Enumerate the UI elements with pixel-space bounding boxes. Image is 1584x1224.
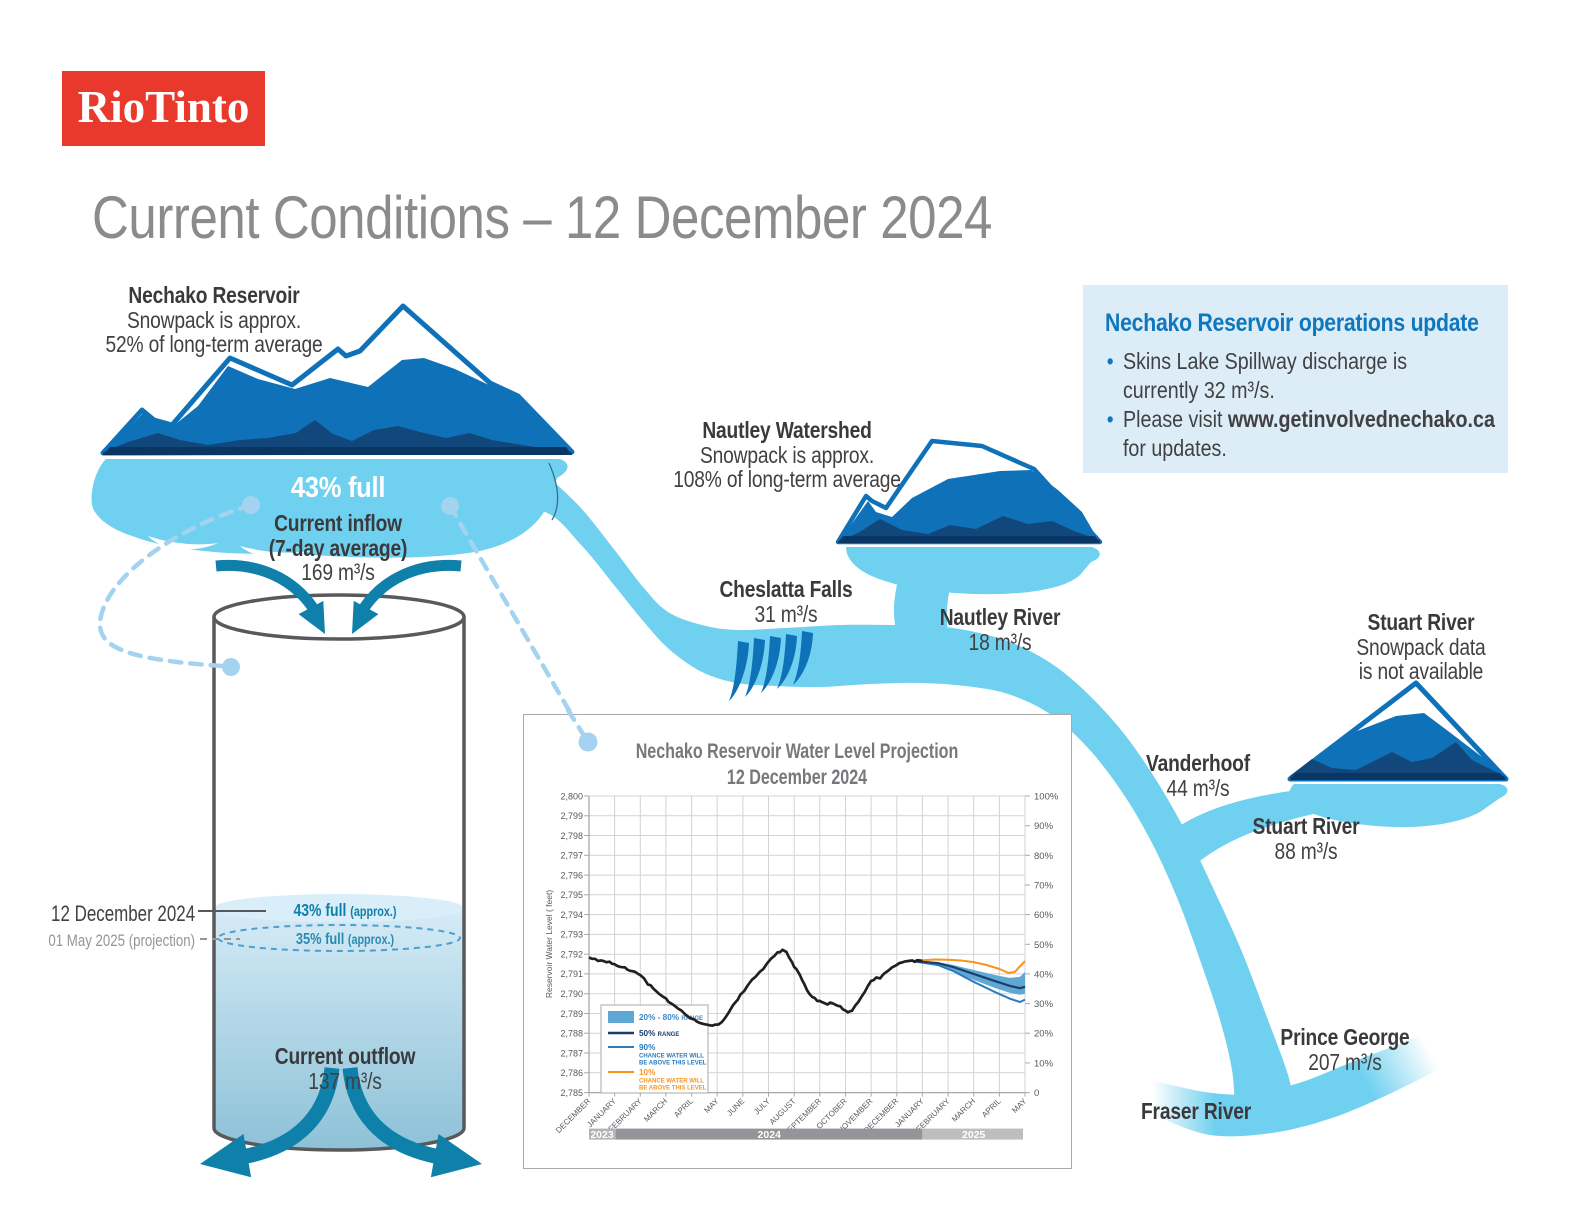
svg-text:DECEMBER: DECEMBER	[554, 1096, 593, 1135]
svg-text:JULY: JULY	[752, 1096, 772, 1116]
svg-text:40%: 40%	[1034, 969, 1054, 980]
svg-text:MAY: MAY	[702, 1096, 721, 1115]
svg-text:30%: 30%	[1034, 999, 1054, 1010]
svg-text:APRIL: APRIL	[980, 1096, 1003, 1119]
svg-text:2,786: 2,786	[560, 1068, 583, 1078]
svg-text:MAY: MAY	[1010, 1096, 1029, 1115]
svg-text:100%: 100%	[1034, 792, 1059, 803]
svg-text:2,793: 2,793	[560, 930, 583, 940]
svg-text:2,785: 2,785	[560, 1088, 583, 1098]
svg-text:2,792: 2,792	[560, 950, 583, 960]
svg-text:CHANCE WATER WILL: CHANCE WATER WILL	[639, 1079, 704, 1085]
svg-text:JUNE: JUNE	[725, 1097, 746, 1118]
svg-text:2,800: 2,800	[560, 791, 583, 801]
svg-text:80%: 80%	[1034, 851, 1054, 862]
svg-text:BE ABOVE THIS LEVEL: BE ABOVE THIS LEVEL	[639, 1086, 707, 1092]
svg-text:2,790: 2,790	[560, 989, 583, 999]
svg-text:20%: 20%	[1034, 1029, 1054, 1040]
svg-text:70%: 70%	[1034, 881, 1054, 892]
svg-text:CHANCE WATER WILL: CHANCE WATER WILL	[639, 1054, 704, 1060]
svg-text:10%: 10%	[639, 1068, 656, 1077]
svg-text:90%: 90%	[639, 1043, 656, 1052]
svg-text:90%: 90%	[1034, 821, 1054, 832]
svg-text:2,798: 2,798	[560, 831, 583, 841]
svg-text:2,796: 2,796	[560, 870, 583, 880]
svg-text:2,788: 2,788	[560, 1029, 583, 1039]
svg-text:2,794: 2,794	[560, 910, 583, 920]
svg-text:2,791: 2,791	[560, 969, 583, 979]
svg-text:2,799: 2,799	[560, 811, 583, 821]
svg-text:Reservoir Water Level ( feet): Reservoir Water Level ( feet)	[544, 890, 554, 998]
svg-text:MARCH: MARCH	[642, 1097, 669, 1124]
svg-text:2024: 2024	[758, 1129, 782, 1141]
svg-text:BE ABOVE THIS LEVEL: BE ABOVE THIS LEVEL	[639, 1061, 707, 1067]
svg-text:0: 0	[1034, 1088, 1039, 1099]
svg-text:10%: 10%	[1034, 1058, 1054, 1069]
svg-text:50%: 50%	[1034, 940, 1054, 951]
svg-text:2,789: 2,789	[560, 1009, 583, 1019]
svg-text:2023: 2023	[590, 1129, 614, 1141]
svg-text:APRIL: APRIL	[672, 1096, 695, 1119]
svg-text:60%: 60%	[1034, 910, 1054, 921]
svg-text:2,787: 2,787	[560, 1048, 583, 1058]
svg-text:2025: 2025	[962, 1129, 986, 1141]
svg-text:2,797: 2,797	[560, 851, 583, 861]
svg-text:MARCH: MARCH	[950, 1097, 977, 1124]
svg-text:2,795: 2,795	[560, 890, 583, 900]
svg-text:50% RANGE: 50% RANGE	[639, 1029, 679, 1038]
